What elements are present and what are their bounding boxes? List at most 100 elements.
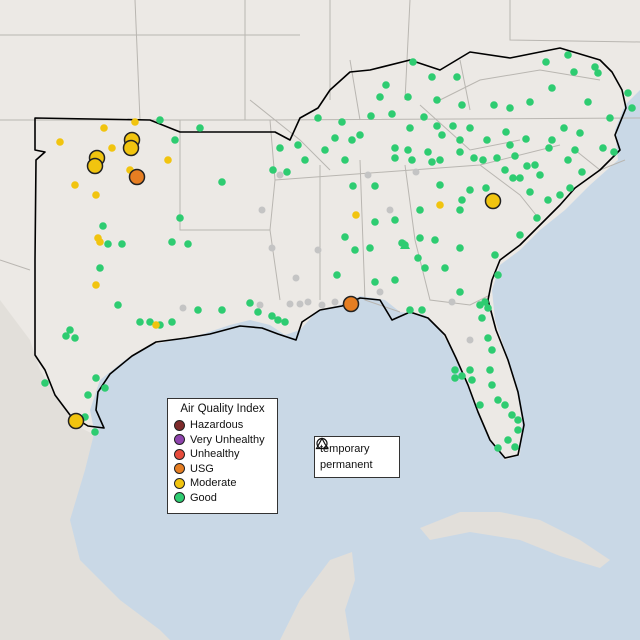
- no-data-monitor[interactable]: [386, 206, 394, 214]
- good-monitor[interactable]: [451, 374, 459, 382]
- good-monitor[interactable]: [542, 58, 550, 66]
- good-monitor[interactable]: [466, 186, 474, 194]
- good-monitor[interactable]: [458, 372, 466, 380]
- good-monitor[interactable]: [511, 443, 519, 451]
- good-monitor[interactable]: [456, 148, 464, 156]
- moderate-monitor-large[interactable]: [122, 139, 140, 157]
- good-monitor[interactable]: [283, 168, 291, 176]
- good-monitor[interactable]: [269, 166, 277, 174]
- good-monitor[interactable]: [501, 166, 509, 174]
- good-monitor[interactable]: [420, 113, 428, 121]
- good-monitor[interactable]: [314, 114, 322, 122]
- good-monitor[interactable]: [533, 214, 541, 222]
- moderate-monitor[interactable]: [152, 321, 160, 329]
- good-monitor[interactable]: [479, 156, 487, 164]
- good-monitor[interactable]: [624, 89, 632, 97]
- moderate-monitor-large[interactable]: [484, 192, 502, 210]
- good-monitor[interactable]: [101, 384, 109, 392]
- good-monitor[interactable]: [488, 346, 496, 354]
- good-monitor[interactable]: [548, 84, 556, 92]
- good-monitor[interactable]: [406, 124, 414, 132]
- good-monitor[interactable]: [351, 246, 359, 254]
- good-monitor[interactable]: [566, 184, 574, 192]
- good-monitor[interactable]: [428, 73, 436, 81]
- good-monitor[interactable]: [146, 318, 154, 326]
- no-data-monitor[interactable]: [286, 300, 294, 308]
- good-monitor[interactable]: [458, 196, 466, 204]
- good-monitor[interactable]: [560, 124, 568, 132]
- good-monitor[interactable]: [268, 312, 276, 320]
- good-monitor[interactable]: [276, 144, 284, 152]
- moderate-monitor[interactable]: [71, 181, 79, 189]
- good-monitor[interactable]: [184, 240, 192, 248]
- good-monitor[interactable]: [509, 174, 517, 182]
- moderate-monitor[interactable]: [436, 201, 444, 209]
- good-monitor[interactable]: [338, 118, 346, 126]
- good-monitor[interactable]: [436, 156, 444, 164]
- good-monitor[interactable]: [391, 216, 399, 224]
- good-monitor[interactable]: [514, 416, 522, 424]
- good-monitor[interactable]: [466, 366, 474, 374]
- good-monitor[interactable]: [168, 238, 176, 246]
- good-monitor[interactable]: [176, 214, 184, 222]
- good-monitor[interactable]: [436, 181, 444, 189]
- good-monitor[interactable]: [41, 379, 49, 387]
- good-monitor[interactable]: [544, 196, 552, 204]
- good-monitor[interactable]: [478, 314, 486, 322]
- moderate-monitor[interactable]: [92, 281, 100, 289]
- good-monitor[interactable]: [391, 144, 399, 152]
- good-monitor[interactable]: [421, 264, 429, 272]
- good-monitor[interactable]: [341, 156, 349, 164]
- good-monitor[interactable]: [366, 244, 374, 252]
- good-monitor[interactable]: [508, 411, 516, 419]
- no-data-monitor[interactable]: [276, 171, 284, 179]
- good-monitor[interactable]: [156, 116, 164, 124]
- good-monitor[interactable]: [610, 148, 618, 156]
- no-data-monitor[interactable]: [318, 301, 326, 309]
- good-monitor[interactable]: [501, 401, 509, 409]
- good-monitor[interactable]: [171, 136, 179, 144]
- good-monitor[interactable]: [564, 51, 572, 59]
- good-monitor[interactable]: [494, 271, 502, 279]
- moderate-monitor[interactable]: [92, 191, 100, 199]
- good-monitor[interactable]: [570, 68, 578, 76]
- good-monitor[interactable]: [331, 134, 339, 142]
- good-monitor[interactable]: [254, 308, 262, 316]
- good-monitor[interactable]: [92, 374, 100, 382]
- no-data-monitor[interactable]: [268, 244, 276, 252]
- good-monitor[interactable]: [84, 391, 92, 399]
- good-monitor[interactable]: [456, 288, 464, 296]
- good-monitor[interactable]: [484, 334, 492, 342]
- good-monitor[interactable]: [578, 168, 586, 176]
- moderate-monitor[interactable]: [164, 156, 172, 164]
- good-monitor[interactable]: [438, 131, 446, 139]
- good-monitor[interactable]: [584, 98, 592, 106]
- good-monitor[interactable]: [246, 299, 254, 307]
- good-monitor[interactable]: [409, 58, 417, 66]
- good-monitor[interactable]: [433, 122, 441, 130]
- good-monitor[interactable]: [376, 93, 384, 101]
- no-data-monitor[interactable]: [331, 298, 339, 306]
- good-monitor[interactable]: [490, 101, 498, 109]
- good-monitor[interactable]: [371, 278, 379, 286]
- moderate-monitor[interactable]: [131, 118, 139, 126]
- good-monitor[interactable]: [599, 144, 607, 152]
- good-monitor[interactable]: [371, 182, 379, 190]
- good-monitor[interactable]: [404, 93, 412, 101]
- good-monitor[interactable]: [406, 306, 414, 314]
- good-monitor[interactable]: [382, 81, 390, 89]
- no-data-monitor[interactable]: [314, 246, 322, 254]
- good-monitor[interactable]: [526, 188, 534, 196]
- good-monitor[interactable]: [456, 244, 464, 252]
- good-monitor[interactable]: [545, 144, 553, 152]
- good-monitor[interactable]: [456, 206, 464, 214]
- good-monitor[interactable]: [333, 271, 341, 279]
- good-monitor[interactable]: [453, 73, 461, 81]
- good-monitor[interactable]: [431, 236, 439, 244]
- good-monitor[interactable]: [488, 381, 496, 389]
- good-monitor[interactable]: [576, 129, 584, 137]
- good-monitor[interactable]: [114, 301, 122, 309]
- good-monitor[interactable]: [196, 124, 204, 132]
- no-data-monitor[interactable]: [256, 301, 264, 309]
